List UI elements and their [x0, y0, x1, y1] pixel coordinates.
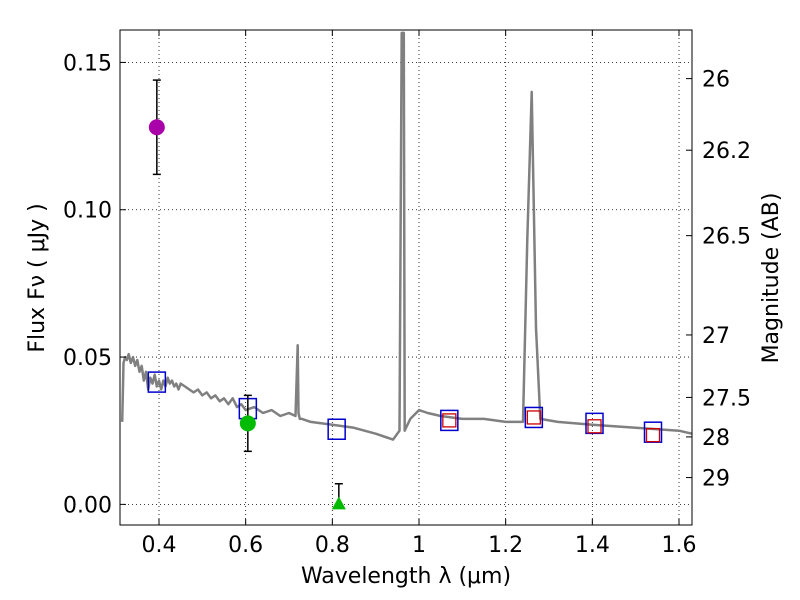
- model-photometry-square: [524, 406, 544, 429]
- model-photometry-square: [440, 409, 459, 432]
- y-axis-title: Flux Fν ( μJy ): [25, 203, 50, 352]
- right-tick-label: 26.5: [702, 225, 751, 250]
- overlay-photometry-square: [645, 427, 661, 443]
- overlay-photometry-square: [442, 413, 457, 428]
- model-spectrum-layer: [120, 31, 693, 441]
- x-axis-title: Wavelength λ (μm): [301, 564, 511, 589]
- markers-layer: [147, 79, 663, 510]
- model-spectrum-line: [120, 31, 693, 441]
- x-tick-label: 0.4: [142, 533, 177, 558]
- model-photometry-square: [147, 371, 167, 393]
- y-tick-label: 0.15: [63, 51, 112, 76]
- x-tick-label: 1.2: [488, 533, 523, 558]
- x-tick-label: 1.4: [575, 533, 610, 558]
- model-photometry-square: [327, 418, 346, 440]
- upper-limit-triangle: [331, 496, 346, 510]
- y-axis-left: 0.00 0.05 0.10 0.15: [63, 51, 126, 518]
- y-tick-label: 0.10: [63, 199, 112, 224]
- y-tick-label: 0.00: [63, 493, 112, 518]
- x-tick-label: 1: [412, 533, 426, 558]
- observed-green-point: [239, 415, 256, 432]
- right-tick-label: 27.5: [702, 386, 751, 411]
- overlay-photometry-square: [587, 419, 602, 434]
- observed-magenta-point: [148, 119, 165, 136]
- right-tick-label: 28: [702, 426, 730, 451]
- x-tick-label: 0.8: [315, 533, 350, 558]
- plot-frame: [119, 29, 693, 526]
- x-tick-label: 0.6: [228, 533, 263, 558]
- right-tick-label: 26: [702, 68, 730, 93]
- right-tick-label: 27: [702, 324, 730, 349]
- x-tick-label: 1.6: [662, 533, 697, 558]
- overlay-photometry-square: [526, 410, 541, 425]
- y-axis-right-title: Magnitude (AB): [759, 193, 784, 364]
- y-axis-right: 26 26.2 26.5 27 27.5 28 29: [686, 68, 751, 492]
- grid-lines: [120, 30, 692, 525]
- x-axis: 0.4 0.6 0.8 1 1.2 1.4 1.6: [142, 30, 697, 558]
- right-tick-label: 29: [702, 467, 730, 492]
- y-tick-label: 0.05: [63, 346, 112, 371]
- right-tick-label: 26.2: [702, 139, 751, 164]
